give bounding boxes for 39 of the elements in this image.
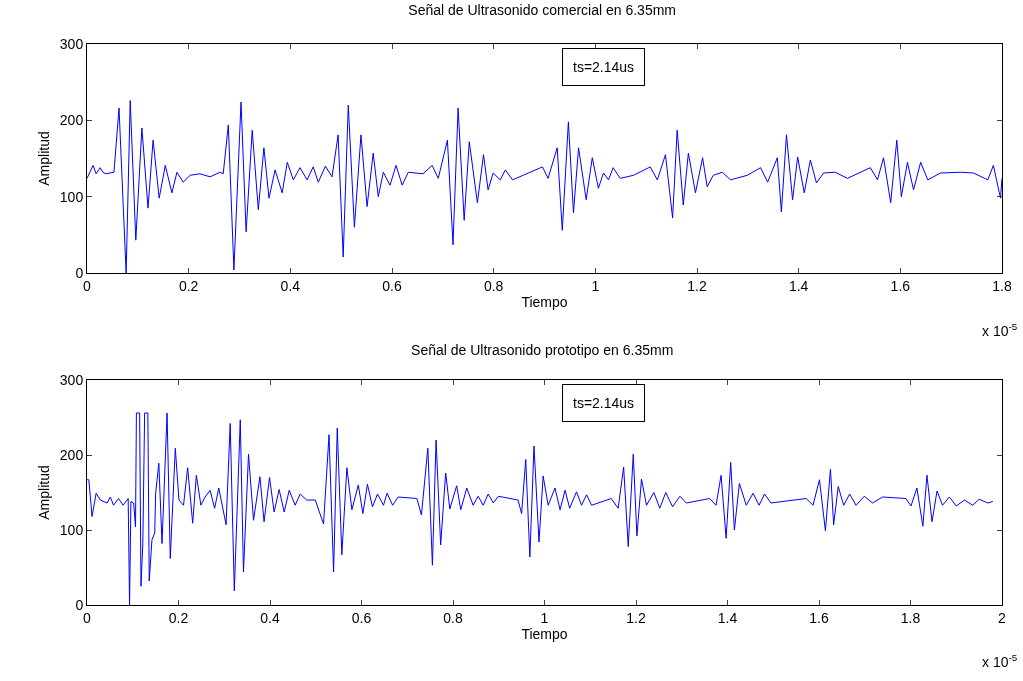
x-tick-label: 1.6 (890, 277, 911, 294)
x-tick-label: 1.6 (809, 609, 829, 626)
x-tick-label: 1.4 (717, 609, 738, 626)
x-tick-label: 1.2 (626, 609, 646, 626)
x-tick-label: 1 (540, 609, 549, 626)
chart-title: Señal de Ultrasonido comercial en 6.35mm (408, 1, 677, 18)
y-tick-label: 300 (59, 35, 84, 52)
x-tick-label: 0.2 (168, 609, 189, 626)
x-tick-label: 1.4 (788, 277, 809, 294)
annotation: ts=2.14us (573, 59, 635, 75)
x-axis-title: Tiempo (521, 626, 568, 643)
text: x 10$^{-5}$ (982, 321, 1018, 339)
y-axis-title: Amplitud (36, 465, 53, 520)
text: x 10$^{-5}$ (982, 652, 1018, 670)
y-tick-label: 100 (59, 521, 84, 538)
x-tick-label: 0.8 (483, 277, 504, 294)
y-tick-label: 0 (75, 596, 84, 613)
x-tick-label: 1.8 (992, 277, 1012, 294)
y-axis-title: Amplitud (36, 131, 53, 186)
x-tick-label: 0.4 (260, 609, 280, 626)
annotation: ts=2.14us (573, 395, 635, 411)
line-series (87, 99, 1002, 273)
y-tick-label: 200 (59, 112, 84, 129)
y-tick-label: 200 (59, 446, 84, 463)
y-tick-label: 300 (59, 371, 84, 388)
x-tick-label: 1.2 (687, 277, 707, 294)
y-tick-label: 100 (59, 188, 84, 205)
x-tick-label: 0.8 (443, 609, 463, 626)
chart-title: Señal de Ultrasonido prototipo en 6.35mm (411, 341, 674, 358)
y-tick-label: 0 (75, 264, 84, 281)
x-tick-label: 0.2 (178, 277, 199, 294)
x-tick-label: 1.8 (900, 609, 921, 626)
x-tick-label: 2 (998, 609, 1007, 626)
x-tick-label: 0.6 (382, 277, 402, 294)
x-axis-title: Tiempo (521, 294, 568, 311)
x-tick-label: 1 (591, 277, 600, 294)
line-series (87, 412, 994, 605)
x-tick-label: 0.6 (351, 609, 372, 626)
x-tick-label: 0.4 (280, 277, 301, 294)
